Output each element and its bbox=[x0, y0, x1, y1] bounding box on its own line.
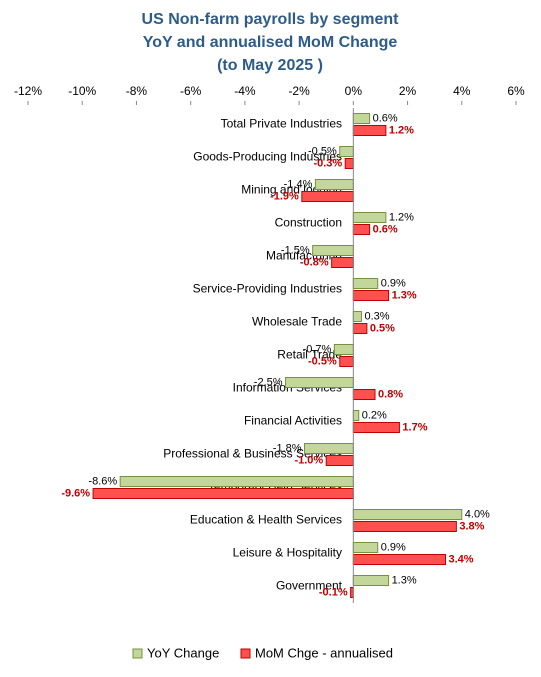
mom-value-label: 3.4% bbox=[449, 553, 474, 565]
x-tick-label: -8% bbox=[126, 84, 148, 98]
category-label: Government bbox=[276, 579, 343, 593]
legend-label: YoY Change bbox=[147, 645, 219, 660]
bar bbox=[352, 224, 371, 235]
x-tick-label: -10% bbox=[68, 84, 96, 98]
mom-value-label: 0.6% bbox=[373, 223, 398, 235]
category-label: Professional & Business Services bbox=[163, 447, 342, 461]
yoy-value-label: 4.0% bbox=[465, 508, 490, 520]
bar bbox=[304, 443, 354, 454]
category-label: Goods-Producing Industries bbox=[193, 150, 342, 164]
x-tick-label: -2% bbox=[288, 84, 310, 98]
yoy-value-label: -0.5% bbox=[308, 145, 337, 157]
yoy-value-label: -0.7% bbox=[303, 343, 332, 355]
bar bbox=[352, 212, 387, 223]
category-label: Education & Health Services bbox=[190, 513, 342, 527]
bar bbox=[352, 113, 371, 124]
x-tick-label: -6% bbox=[180, 84, 202, 98]
mom-value-label: -1.9% bbox=[270, 190, 299, 202]
yoy-value-label: 0.2% bbox=[362, 409, 387, 421]
yoy-value-label: -8.6% bbox=[88, 475, 117, 487]
mom-value-label: 1.2% bbox=[389, 124, 414, 136]
bar bbox=[312, 245, 354, 256]
bar bbox=[352, 542, 379, 553]
bar bbox=[352, 509, 463, 520]
mom-value-label: -9.6% bbox=[61, 487, 90, 499]
category-label: Financial Activities bbox=[244, 414, 342, 428]
mom-value-label: 0.5% bbox=[370, 322, 395, 334]
mom-value-label: 3.8% bbox=[459, 520, 484, 532]
bar bbox=[339, 146, 354, 157]
category-label: Construction bbox=[275, 216, 342, 230]
yoy-value-label: -1.8% bbox=[273, 442, 302, 454]
bar bbox=[352, 125, 387, 136]
yoy-value-label: 1.3% bbox=[392, 574, 417, 586]
bar bbox=[301, 191, 354, 202]
mom-value-label: -0.1% bbox=[319, 586, 348, 598]
bar bbox=[352, 311, 362, 322]
chart-title: YoY and annualised MoM Change bbox=[143, 34, 398, 51]
legend-swatch bbox=[132, 648, 143, 659]
yoy-value-label: -1.5% bbox=[281, 244, 310, 256]
mom-value-label: 1.7% bbox=[402, 421, 427, 433]
chart-title: US Non-farm payrolls by segment bbox=[142, 11, 400, 28]
bar bbox=[92, 488, 354, 499]
bar bbox=[344, 158, 354, 169]
yoy-value-label: 0.9% bbox=[381, 277, 406, 289]
bar bbox=[352, 422, 400, 433]
bar bbox=[352, 410, 360, 421]
bar bbox=[331, 257, 354, 268]
x-tick-label: 6% bbox=[507, 84, 525, 98]
mom-value-label: 1.3% bbox=[392, 289, 417, 301]
category-label: Total Private Industries bbox=[221, 117, 342, 131]
yoy-value-label: 0.9% bbox=[381, 541, 406, 553]
bar bbox=[352, 389, 376, 400]
bar bbox=[119, 476, 354, 487]
bar bbox=[325, 455, 354, 466]
bar bbox=[339, 356, 354, 367]
bar bbox=[352, 554, 447, 565]
mom-value-label: -0.5% bbox=[308, 355, 337, 367]
yoy-value-label: 0.6% bbox=[373, 112, 398, 124]
x-tick-label: 0% bbox=[345, 84, 363, 98]
yoy-value-label: -1.4% bbox=[284, 178, 313, 190]
bar bbox=[333, 344, 354, 355]
mom-value-label: -0.8% bbox=[300, 256, 329, 268]
bar bbox=[285, 377, 354, 388]
x-tick-label: 2% bbox=[399, 84, 417, 98]
bar bbox=[352, 278, 379, 289]
yoy-value-label: 0.3% bbox=[364, 310, 389, 322]
category-label: Service-Providing Industries bbox=[193, 282, 342, 296]
bar bbox=[352, 575, 390, 586]
category-label: Wholesale Trade bbox=[252, 315, 342, 329]
mom-value-label: -0.3% bbox=[313, 157, 342, 169]
category-label: Leisure & Hospitality bbox=[233, 546, 342, 560]
x-tick-label: 4% bbox=[453, 84, 471, 98]
bar bbox=[314, 179, 354, 190]
legend-label: MoM Chge - annualised bbox=[255, 645, 393, 660]
bar bbox=[352, 323, 368, 334]
legend-swatch bbox=[240, 648, 251, 659]
bar bbox=[352, 290, 390, 301]
x-tick-label: -4% bbox=[234, 84, 256, 98]
chart-title: (to May 2025 ) bbox=[217, 57, 323, 74]
bar bbox=[352, 521, 457, 532]
mom-value-label: -1.0% bbox=[294, 454, 323, 466]
mom-value-label: 0.8% bbox=[378, 388, 403, 400]
yoy-value-label: 1.2% bbox=[389, 211, 414, 223]
yoy-value-label: -2.5% bbox=[254, 376, 283, 388]
category-label: Retail Trade bbox=[277, 348, 342, 362]
x-tick-label: -12% bbox=[14, 84, 42, 98]
